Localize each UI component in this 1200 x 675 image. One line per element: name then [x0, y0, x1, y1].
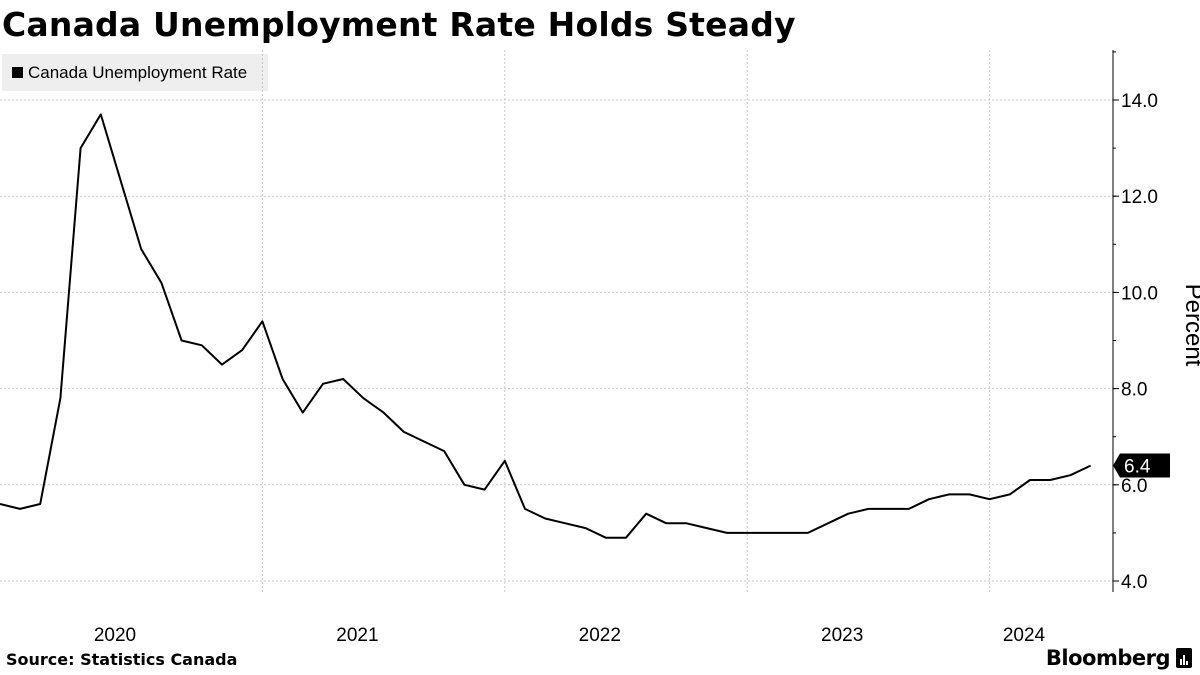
- y-axis-title: Percent: [1180, 284, 1200, 367]
- x-tick-label: 2020: [94, 625, 136, 646]
- last-value-tag: 6.4: [1113, 453, 1170, 478]
- bar-chart-icon: [1176, 648, 1192, 668]
- x-tick-label: 2024: [1003, 625, 1046, 646]
- plot-area: 6.4: [0, 113, 1170, 539]
- last-value-box: [1113, 453, 1170, 478]
- source-note: Source: Statistics Canada: [6, 650, 238, 669]
- gridlines: [0, 50, 1113, 592]
- x-axis: 2020 2021 2022 2023 2024: [94, 625, 1046, 646]
- x-tick-label: 2021: [336, 625, 378, 646]
- legend-swatch: [12, 67, 23, 78]
- y-tick-label: 12.0: [1121, 187, 1158, 208]
- y-tick-label: 4.0: [1121, 572, 1147, 593]
- y-axis: 4.0 6.0 8.0 10.0 12.0 14.0 Percent: [1112, 50, 1200, 593]
- x-tick-label: 2023: [821, 625, 863, 646]
- brand-text: Bloomberg: [1045, 646, 1171, 670]
- series-line: [0, 113, 1092, 539]
- chart-title: Canada Unemployment Rate Holds Steady: [2, 5, 796, 44]
- y-tick-label: 8.0: [1121, 380, 1147, 401]
- x-tick-label: 2022: [579, 625, 621, 646]
- legend: Canada Unemployment Rate: [2, 54, 268, 91]
- last-value-label: 6.4: [1124, 457, 1151, 478]
- legend-label: Canada Unemployment Rate: [28, 62, 248, 82]
- bloomberg-logo: Bloomberg: [1046, 646, 1192, 670]
- y-tick-label: 6.0: [1121, 476, 1147, 497]
- y-tick-label: 14.0: [1121, 91, 1158, 112]
- y-tick-label: 10.0: [1121, 283, 1158, 304]
